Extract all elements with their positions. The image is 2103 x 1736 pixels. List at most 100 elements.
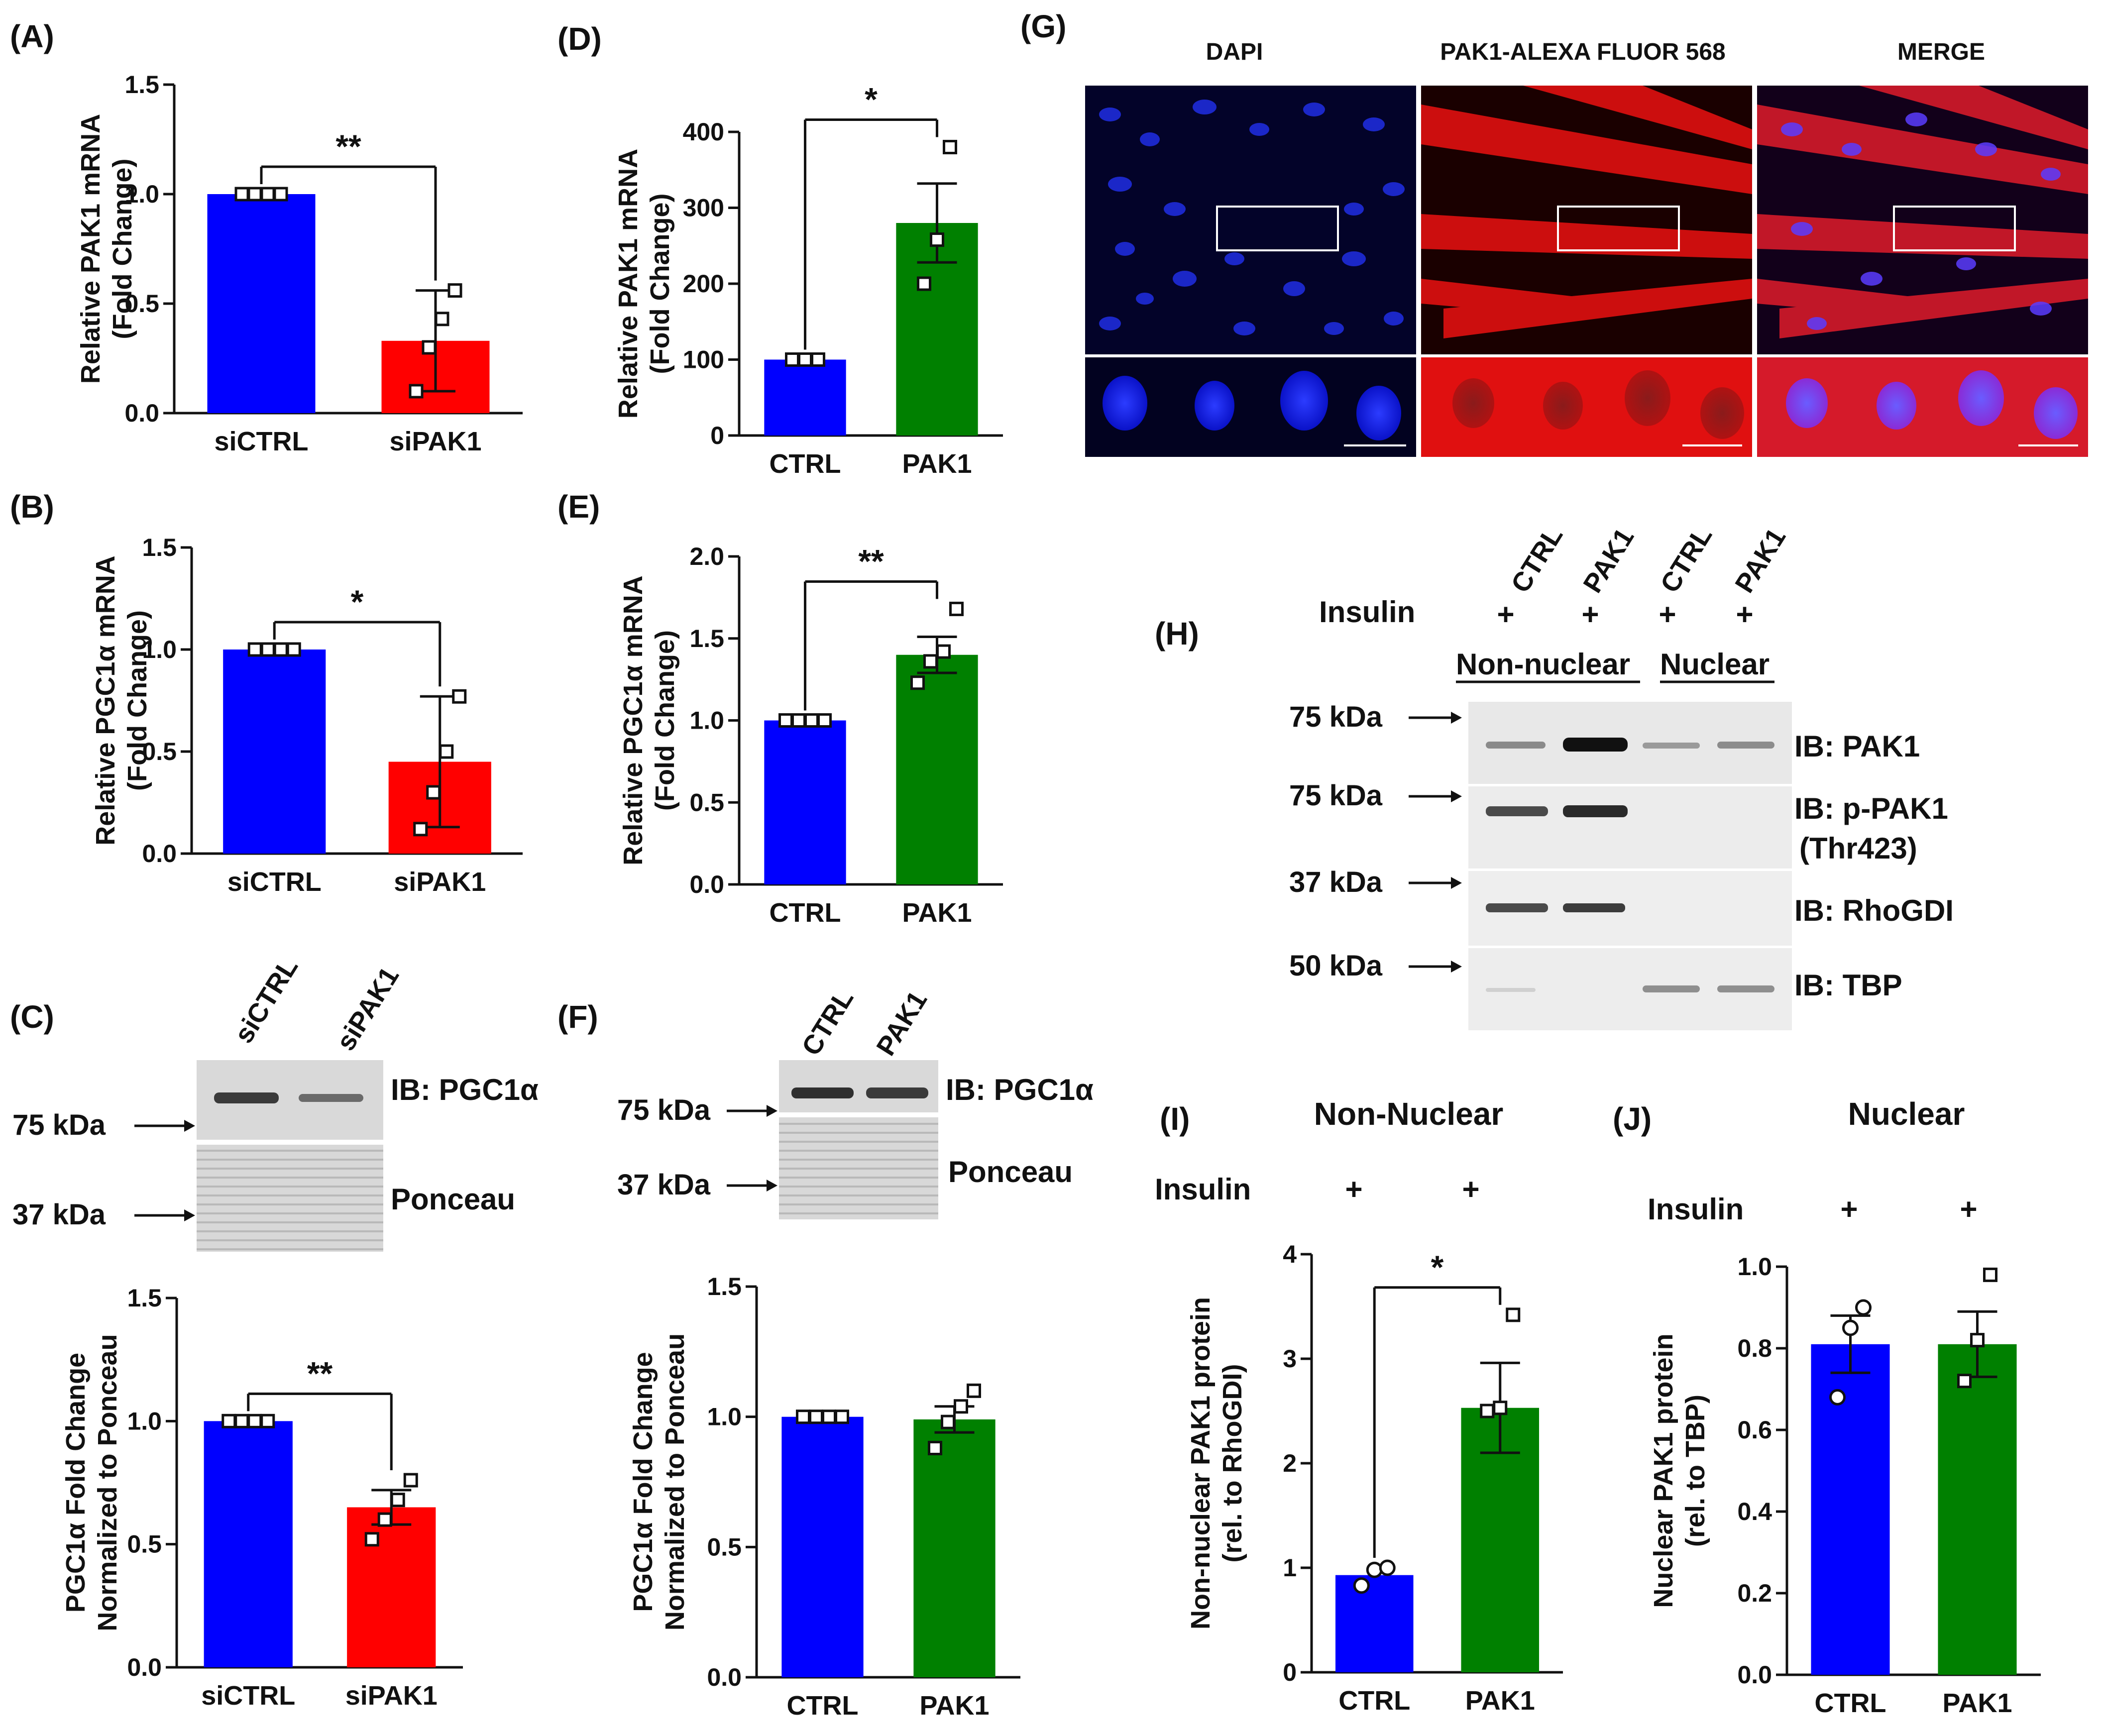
blot-F-band-pak1: [866, 1087, 928, 1098]
chart-F-data-point: [928, 1440, 942, 1455]
chart-I-y-label: Non-nuclear PAK1 protein: [1186, 1297, 1216, 1629]
panel-label-B: (B): [10, 489, 54, 525]
chart-J-bar-pak1: [1938, 1344, 2017, 1675]
chart-I-y-tick-label: 4: [1283, 1240, 1297, 1268]
chart-C-data-point: [234, 1413, 249, 1428]
chart-J-data-point: [1957, 1374, 1972, 1389]
chart-A-data-point: [273, 187, 288, 202]
blot-H-ib-ppak1: IB: p-PAK1: [1794, 792, 1948, 825]
chart-I-insulin-label: Insulin: [1155, 1173, 1251, 1206]
micro-G-channel-dapi: DAPI: [1206, 39, 1263, 65]
panel-label-I: (I): [1160, 1101, 1190, 1137]
chart-E-y-tick-label: 2.0: [689, 542, 724, 570]
panel-label-H: (H): [1155, 616, 1199, 651]
panel-label-D: (D): [557, 21, 602, 57]
panel-label-G: (G): [1020, 8, 1066, 44]
chart-D-y-tick-label: 0: [710, 422, 724, 449]
chart-A-data-point: [422, 340, 437, 355]
blot-H-band-pak1-4: [1717, 742, 1774, 749]
chart-D-data-point: [811, 352, 825, 367]
chart-D-y-tick-label: 200: [683, 270, 724, 298]
chart-B-y-tick-label: 0.0: [142, 840, 177, 868]
chart-I-data-point: [1353, 1577, 1370, 1594]
chart-E-data-point: [910, 675, 925, 690]
chart-D-data-point: [798, 352, 812, 367]
chart-J-insulin-pak1: +: [1960, 1193, 1977, 1226]
blot-C-marker-37: 37 kDa: [12, 1198, 106, 1231]
chart-C-bar-sictrl: [204, 1421, 293, 1667]
chart-D-significance: *: [865, 81, 878, 118]
chart-E-y-label: (Fold Change): [650, 630, 680, 811]
chart-C-y-tick-label: 0.0: [127, 1653, 162, 1681]
micro-G-channel-merge: MERGE: [1897, 39, 1985, 65]
chart-F-bar-pak1: [913, 1419, 996, 1677]
chart-D-category-label: CTRL: [770, 449, 841, 479]
chart-C-y-tick-label: 0.5: [127, 1530, 162, 1558]
chart-I-significance: *: [1431, 1249, 1444, 1286]
chart-F-category-label: PAK1: [919, 1691, 989, 1721]
chart-I-data-point: [1366, 1561, 1383, 1578]
chart-C-y-label: PGC1α Fold Change: [61, 1353, 91, 1613]
blot-H-insulin-2: +: [1581, 598, 1599, 631]
blot-H-band-pak1-3: [1643, 743, 1700, 749]
chart-C-data-point: [377, 1512, 392, 1527]
chart-I-category-label: CTRL: [1338, 1686, 1410, 1716]
blot-H-marker-2: 75 kDa: [1289, 779, 1383, 812]
chart-J-y-label: Nuclear PAK1 protein: [1649, 1333, 1678, 1608]
chart-B-data-point: [426, 785, 441, 800]
chart-I-data-point: [1506, 1307, 1521, 1322]
micro-G-merge-zoom-nucleus: [1958, 370, 2004, 426]
chart-A-y-label: Relative PAK1 mRNA: [76, 114, 106, 384]
chart-B-y-label: Relative PGC1α mRNA: [91, 555, 120, 845]
blot-H-lane-1: CTRL: [1505, 521, 1568, 598]
chart-B-y-tick-label: 1.0: [142, 636, 177, 663]
chart-B-category-label: siPAK1: [394, 867, 486, 897]
chart-E-y-tick-label: 0.5: [689, 788, 724, 816]
chart-I-y-tick-label: 3: [1283, 1345, 1297, 1373]
chart-A-y-tick-label: 1.5: [124, 71, 159, 99]
chart-E-bar-pak1: [896, 654, 978, 884]
chart-E-y-tick-label: 0.0: [689, 870, 724, 898]
chart-D-data-point: [785, 352, 799, 367]
chart-A-category-label: siCTRL: [215, 427, 309, 456]
blot-H-lane-2: PAK1: [1577, 523, 1640, 598]
blot-H-strip-ppak1: [1468, 786, 1792, 868]
chart-C-y-tick-label: 1.5: [127, 1284, 162, 1312]
chart-B-category-label: siCTRL: [227, 867, 322, 897]
micro-G-merge-zoom-nucleus: [1877, 382, 1916, 430]
chart-B-data-point: [413, 822, 428, 837]
blot-C-ponceau-label: Ponceau: [391, 1183, 515, 1216]
chart-D: 0 100 200 300 400 CTRL PAK1 Relative PAK1 mRNA(…: [613, 81, 1003, 479]
chart-B-data-point: [439, 744, 454, 759]
chart-J-y-tick-label: 0.8: [1737, 1334, 1772, 1362]
chart-D-y-label: (Fold Change): [645, 194, 675, 374]
chart-F-y-tick-label: 1.5: [707, 1273, 742, 1301]
blot-F-marker-75: 75 kDa: [617, 1094, 711, 1126]
chart-I-y-tick-label: 2: [1283, 1449, 1297, 1477]
chart-J-category-label: PAK1: [1942, 1688, 2012, 1718]
panel-label-A: (A): [10, 18, 54, 54]
blot-F-ponceau-label: Ponceau: [948, 1155, 1073, 1189]
micro-G-dapi-zoom-nucleus: [1356, 386, 1401, 440]
chart-A-y-tick-label: 0.0: [124, 399, 159, 427]
chart-J-data-point: [1829, 1389, 1846, 1406]
chart-A-data-point: [447, 283, 462, 298]
blot-H-marker-3: 37 kDa: [1289, 866, 1383, 898]
chart-I-y-tick-label: 0: [1283, 1658, 1297, 1686]
chart-B-data-point: [452, 689, 467, 704]
chart-E-data-point: [923, 654, 938, 669]
micro-G-dapi-roi: [1216, 206, 1339, 251]
chart-F-data-point: [941, 1414, 955, 1429]
blot-H-ib-rhogdi: IB: RhoGDI: [1794, 894, 1954, 927]
chart-J-title: Nuclear: [1848, 1096, 1965, 1132]
chart-F-y-tick-label: 0.5: [707, 1533, 742, 1561]
chart-B-data-point: [260, 642, 275, 657]
blot-H-insulin-1: +: [1497, 598, 1514, 631]
blot-H-ib-tbp: IB: TBP: [1794, 969, 1902, 1002]
chart-E-data-point: [817, 713, 832, 728]
blot-H-arrowhead-3: [1451, 877, 1462, 889]
panel-label-C: (C): [10, 999, 54, 1035]
blot-C-marker-75: 75 kDa: [12, 1109, 106, 1141]
chart-C-bar-sipak1: [347, 1507, 436, 1667]
